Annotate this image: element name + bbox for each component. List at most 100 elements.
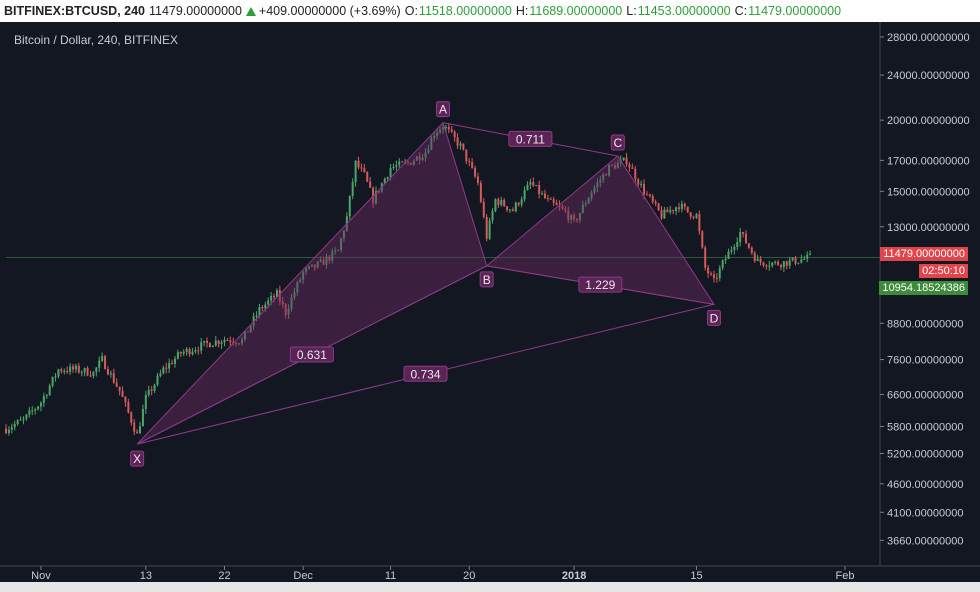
candle-body: [666, 209, 669, 213]
y-tick-label: 13000.00000000: [887, 222, 970, 234]
candle-body: [162, 367, 165, 374]
candle-body: [791, 257, 794, 261]
candle-body: [637, 179, 640, 185]
candle-body: [249, 325, 252, 333]
candle-body: [261, 307, 264, 309]
candle-body: [654, 201, 657, 204]
candle-body: [72, 366, 75, 370]
candle-body: [270, 296, 273, 301]
point-label-x-bg: [130, 450, 145, 467]
candle-body: [782, 261, 785, 268]
symbol-label[interactable]: BITFINEX:BTCUSD, 240: [4, 4, 145, 18]
chart-area[interactable]: [0, 22, 980, 592]
candle-body: [31, 410, 34, 412]
candle-body: [794, 257, 797, 264]
candle-body: [63, 371, 66, 373]
candle-body: [197, 350, 200, 352]
ratio-label-bg: [403, 365, 448, 382]
candle-body: [165, 367, 168, 369]
candle-body: [281, 301, 284, 305]
candle-body: [803, 258, 806, 260]
candle-body: [436, 132, 439, 136]
candle-body: [800, 259, 803, 263]
candle-body: [229, 340, 232, 343]
x-tick-label: 13: [140, 570, 152, 582]
candle-body: [293, 292, 296, 298]
candle-body: [66, 371, 69, 373]
candle-body: [430, 137, 433, 150]
candle-body: [797, 262, 800, 264]
candle-body: [459, 143, 462, 146]
candle-body: [48, 385, 51, 396]
candle-body: [7, 429, 10, 433]
candle-body: [25, 414, 28, 419]
candle-body: [101, 356, 104, 361]
candle-body: [340, 238, 343, 250]
bottom-border: [0, 582, 980, 592]
candle-body: [348, 195, 351, 217]
candle-body: [488, 220, 491, 239]
candle-body: [468, 161, 471, 163]
candle-body: [529, 182, 532, 185]
candle-body: [645, 194, 648, 196]
candle-body: [444, 127, 447, 129]
candle-body: [226, 339, 229, 341]
candles: [5, 122, 812, 436]
candle-body: [409, 162, 412, 165]
point-label-d: D: [710, 311, 719, 325]
countdown-tag: 02:50:10: [919, 264, 968, 278]
candle-body: [214, 340, 217, 346]
candle-body: [258, 307, 261, 316]
candle-body: [5, 428, 7, 433]
candle-body: [663, 209, 666, 219]
candle-body: [124, 396, 127, 403]
candle-body: [133, 422, 136, 432]
candle-body: [337, 249, 340, 251]
candle-body: [608, 164, 611, 176]
candle-body: [60, 369, 63, 372]
candle-body: [401, 161, 404, 163]
candle-body: [736, 241, 739, 247]
candle-body: [756, 258, 759, 261]
candle-body: [264, 304, 267, 309]
candle-body: [427, 149, 430, 153]
candle-body: [573, 215, 576, 220]
candle-body: [640, 183, 643, 185]
candle-body: [433, 135, 436, 138]
ratio-label-bg: [508, 130, 553, 147]
candle-body: [374, 191, 377, 204]
candle-body: [777, 261, 780, 265]
candle-body: [669, 209, 672, 213]
candle-body: [296, 282, 299, 293]
candle-body: [509, 209, 512, 211]
candle-body: [450, 129, 453, 132]
candle-body: [520, 199, 523, 205]
candle-body: [77, 365, 80, 373]
low-label: L:: [626, 4, 637, 18]
candle-body: [28, 410, 31, 415]
candle-body: [424, 152, 427, 158]
candle-body: [45, 395, 48, 397]
candle-body: [724, 258, 727, 261]
x-tick-label: Dec: [293, 570, 313, 582]
candle-body: [500, 200, 503, 205]
candle-body: [648, 194, 651, 197]
candle-body: [159, 373, 162, 376]
candle-body: [10, 427, 13, 430]
candle-body: [51, 376, 54, 386]
candle-body: [235, 343, 238, 345]
candle-body: [357, 160, 360, 168]
candle-body: [762, 262, 765, 266]
chart-legend-title: Bitcoin / Dollar, 240, BITFINEX: [14, 33, 179, 47]
candle-body: [759, 258, 762, 263]
candle-body: [415, 156, 418, 161]
candle-body: [366, 171, 369, 182]
candle-body: [672, 209, 675, 211]
candle-body: [240, 339, 243, 344]
candle-body: [494, 199, 497, 212]
candle-body: [16, 420, 19, 425]
candle-body: [765, 265, 768, 267]
candle-body: [695, 214, 698, 218]
candle-body: [194, 350, 197, 352]
